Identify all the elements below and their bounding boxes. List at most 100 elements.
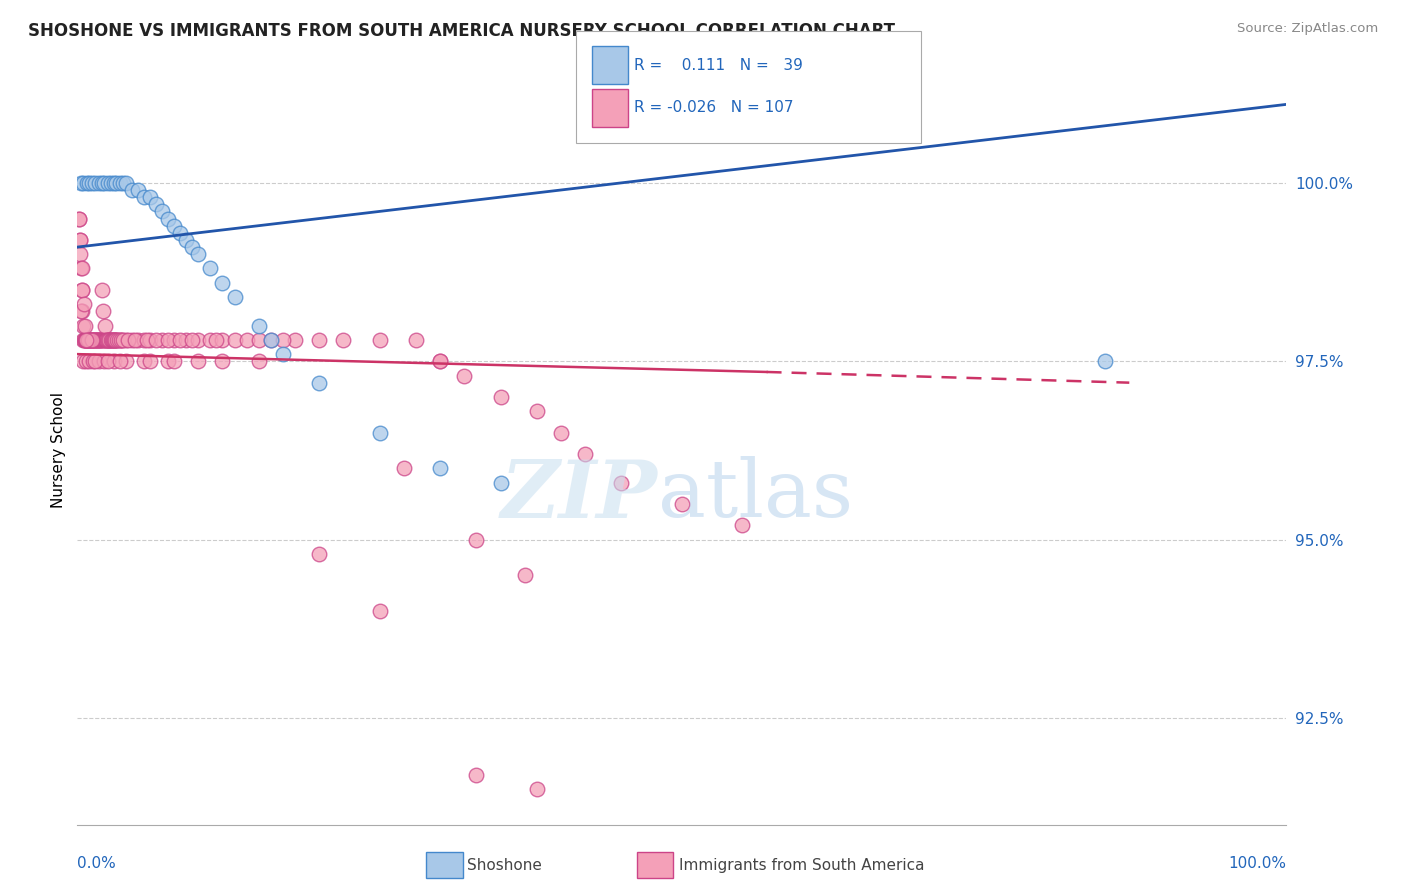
Point <box>98 333 121 347</box>
Point <box>108 333 131 347</box>
Point <box>103 333 125 347</box>
Point <box>90 176 112 190</box>
Point <box>82 354 104 368</box>
Point <box>150 204 173 219</box>
Point <box>108 176 131 190</box>
Point <box>80 333 103 347</box>
Point <box>69 247 91 261</box>
Point <box>84 333 107 347</box>
Point <box>112 333 135 347</box>
Point <box>73 297 96 311</box>
Point <box>224 333 246 347</box>
Point <box>121 183 143 197</box>
Point <box>392 461 415 475</box>
Point <box>111 333 134 347</box>
Point <box>87 333 110 347</box>
Point <box>70 304 93 318</box>
Point <box>76 333 98 347</box>
Point <box>75 354 97 368</box>
Point <box>108 333 131 347</box>
Point <box>98 333 121 347</box>
Point <box>103 176 125 190</box>
Point <box>67 211 90 226</box>
Text: atlas: atlas <box>658 457 853 534</box>
Text: Shoshone: Shoshone <box>467 858 541 872</box>
Point <box>104 333 127 347</box>
Text: R =    0.111   N =   39: R = 0.111 N = 39 <box>634 58 803 72</box>
Point <box>284 333 307 347</box>
Point <box>101 333 124 347</box>
Text: ZIP: ZIP <box>501 457 658 534</box>
Point <box>70 261 93 276</box>
Point <box>100 333 122 347</box>
Point <box>368 333 391 347</box>
Point <box>72 354 94 368</box>
Text: Immigrants from South America: Immigrants from South America <box>679 858 925 872</box>
Point <box>87 333 110 347</box>
Point <box>574 447 596 461</box>
Point <box>150 333 173 347</box>
Point <box>70 304 93 318</box>
Point <box>200 333 222 347</box>
Point <box>132 190 155 204</box>
Point <box>70 176 93 190</box>
Point <box>96 333 118 347</box>
Point <box>489 390 512 404</box>
Point <box>526 782 548 797</box>
Point <box>69 233 91 247</box>
Point <box>97 333 120 347</box>
Point <box>157 354 180 368</box>
Point <box>75 333 97 347</box>
Point <box>79 333 101 347</box>
Point <box>112 176 135 190</box>
Y-axis label: Nursery School: Nursery School <box>51 392 66 508</box>
Point <box>94 333 117 347</box>
Point <box>114 176 136 190</box>
Point <box>610 832 633 847</box>
Point <box>101 333 124 347</box>
Point <box>103 354 125 368</box>
Point <box>513 568 536 582</box>
Point <box>124 333 146 347</box>
Point <box>101 333 124 347</box>
Point <box>174 333 197 347</box>
Point <box>82 333 104 347</box>
Point <box>429 354 451 368</box>
Point <box>100 333 122 347</box>
Point <box>247 318 270 333</box>
Point <box>84 333 107 347</box>
Point <box>181 333 204 347</box>
Point <box>77 333 100 347</box>
Point <box>87 333 110 347</box>
Point <box>75 333 97 347</box>
Point <box>174 233 197 247</box>
Point <box>671 497 693 511</box>
Point <box>72 176 94 190</box>
Point <box>610 475 633 490</box>
Point <box>136 333 159 347</box>
Point <box>70 261 93 276</box>
Point <box>110 333 132 347</box>
Point <box>235 333 257 347</box>
Point <box>260 333 283 347</box>
Point <box>465 768 488 782</box>
Point <box>82 333 104 347</box>
Point <box>90 333 112 347</box>
Text: R = -0.026   N = 107: R = -0.026 N = 107 <box>634 101 793 115</box>
Point <box>75 333 97 347</box>
Point <box>308 333 330 347</box>
Point <box>368 604 391 618</box>
Point <box>132 354 155 368</box>
Point <box>67 211 90 226</box>
Point <box>105 333 128 347</box>
Point <box>114 354 136 368</box>
Point <box>77 333 100 347</box>
Point <box>86 333 108 347</box>
Point <box>187 333 209 347</box>
Text: SHOSHONE VS IMMIGRANTS FROM SOUTH AMERICA NURSERY SCHOOL CORRELATION CHART: SHOSHONE VS IMMIGRANTS FROM SOUTH AMERIC… <box>28 22 896 40</box>
Point <box>187 247 209 261</box>
Point <box>308 376 330 390</box>
Point <box>465 533 488 547</box>
Point <box>93 333 115 347</box>
Point <box>79 176 101 190</box>
